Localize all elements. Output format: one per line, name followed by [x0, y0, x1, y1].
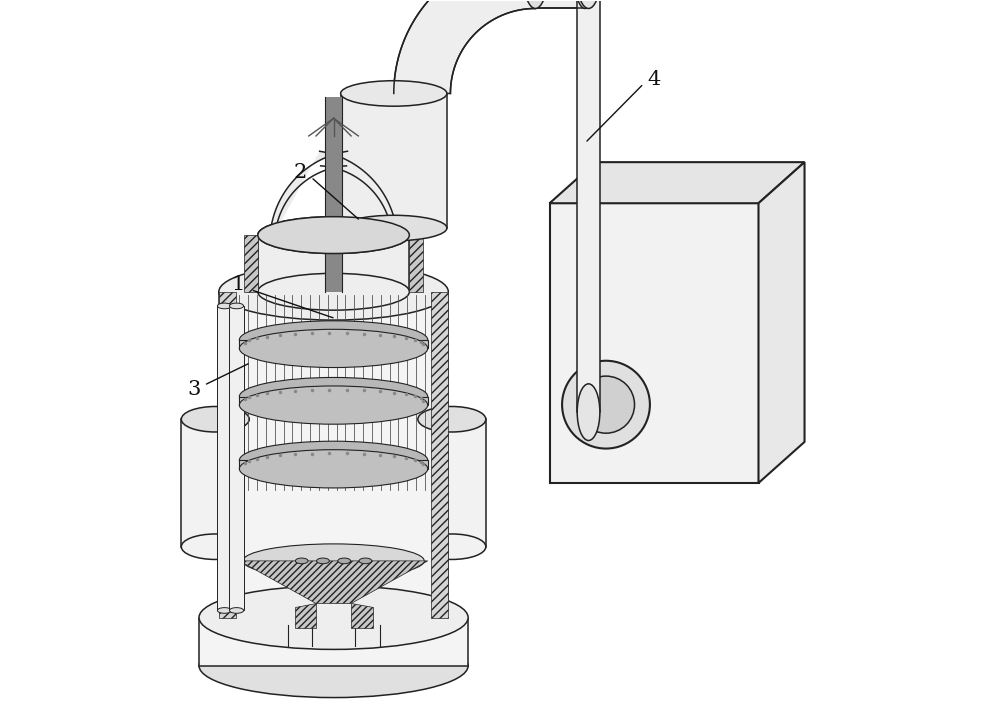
Ellipse shape: [577, 376, 635, 433]
Polygon shape: [239, 460, 428, 469]
Polygon shape: [244, 235, 258, 292]
Polygon shape: [239, 561, 428, 604]
Ellipse shape: [239, 442, 428, 479]
Ellipse shape: [239, 386, 428, 424]
Text: 1: 1: [231, 275, 245, 294]
Ellipse shape: [577, 384, 600, 441]
Ellipse shape: [338, 558, 351, 564]
Ellipse shape: [181, 407, 249, 432]
Polygon shape: [295, 604, 316, 628]
Polygon shape: [181, 419, 249, 547]
Polygon shape: [239, 397, 428, 405]
Polygon shape: [219, 292, 236, 618]
Ellipse shape: [219, 589, 448, 646]
Ellipse shape: [258, 217, 409, 254]
Polygon shape: [759, 162, 805, 483]
Ellipse shape: [219, 264, 448, 320]
Ellipse shape: [295, 558, 308, 564]
Ellipse shape: [199, 586, 468, 649]
Ellipse shape: [239, 449, 428, 488]
Ellipse shape: [359, 558, 372, 564]
Polygon shape: [270, 151, 397, 242]
Polygon shape: [577, 0, 600, 412]
Ellipse shape: [243, 544, 424, 578]
Ellipse shape: [341, 81, 447, 106]
Polygon shape: [229, 306, 244, 611]
Ellipse shape: [341, 215, 447, 241]
Ellipse shape: [229, 303, 244, 309]
Ellipse shape: [317, 558, 329, 564]
Polygon shape: [219, 292, 448, 618]
Text: 4: 4: [648, 70, 661, 89]
Ellipse shape: [239, 321, 428, 359]
Ellipse shape: [418, 534, 486, 560]
Ellipse shape: [199, 634, 468, 697]
Ellipse shape: [229, 608, 244, 614]
Polygon shape: [550, 203, 759, 483]
Polygon shape: [431, 292, 448, 618]
Ellipse shape: [575, 0, 595, 9]
Ellipse shape: [562, 360, 650, 449]
Ellipse shape: [239, 329, 428, 368]
Ellipse shape: [418, 407, 486, 432]
Ellipse shape: [524, 0, 547, 9]
Polygon shape: [550, 162, 805, 203]
Polygon shape: [217, 306, 232, 611]
Polygon shape: [199, 618, 468, 665]
Polygon shape: [351, 604, 373, 628]
Polygon shape: [418, 419, 486, 547]
Polygon shape: [394, 0, 535, 93]
Polygon shape: [535, 0, 585, 9]
Ellipse shape: [181, 534, 249, 560]
Ellipse shape: [217, 608, 232, 614]
Text: 3: 3: [187, 380, 201, 399]
Polygon shape: [341, 93, 447, 228]
Ellipse shape: [239, 378, 428, 416]
Polygon shape: [258, 235, 409, 292]
Ellipse shape: [577, 0, 600, 9]
Ellipse shape: [258, 273, 409, 310]
Text: 2: 2: [294, 164, 307, 182]
Polygon shape: [239, 340, 428, 348]
Ellipse shape: [217, 303, 232, 309]
Polygon shape: [409, 235, 423, 292]
Ellipse shape: [258, 217, 409, 254]
